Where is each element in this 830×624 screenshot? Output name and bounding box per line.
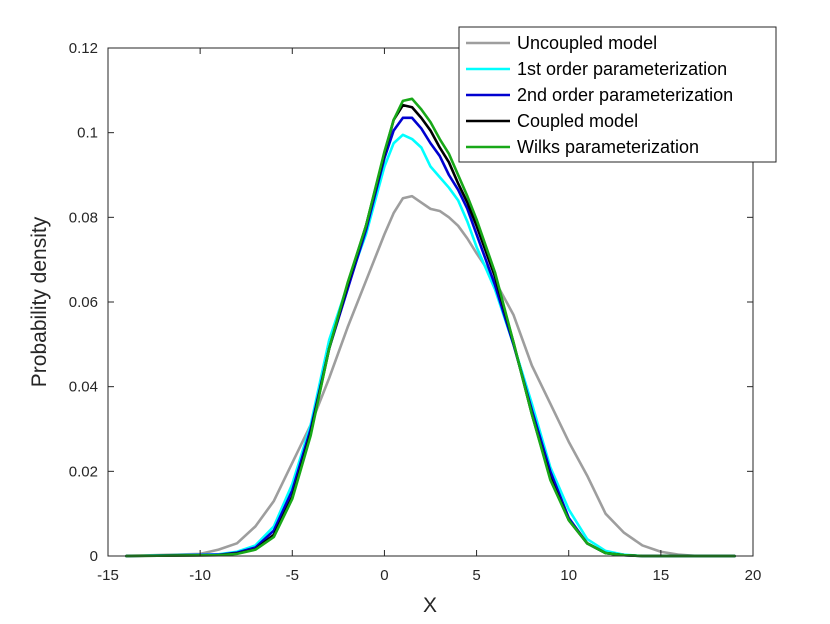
x-tick-label: 0: [380, 567, 388, 584]
x-tick-label: 5: [472, 567, 480, 584]
x-tick-label: -10: [189, 567, 211, 584]
x-axis-label: X: [423, 594, 437, 617]
series-line-2: [125, 133, 736, 558]
y-tick-label: 0.02: [69, 463, 98, 480]
y-tick-label: 0.08: [69, 209, 98, 226]
series-line-1: [125, 194, 736, 558]
legend: Uncoupled model 1st order parameterizatio…: [458, 26, 777, 163]
y-tick-label: 0: [90, 548, 98, 565]
y-tick-label: 0.04: [69, 379, 98, 396]
series-line-5: [125, 97, 736, 558]
y-tick-label: 0.06: [69, 294, 98, 311]
legend-box: [458, 26, 777, 163]
legend-label-4: Coupled model: [517, 111, 638, 131]
x-tick-label: -15: [97, 567, 119, 584]
x-ticks: -15 -10 -5 0 5 10 15 20: [97, 48, 761, 584]
legend-label-3: 2nd order parameterization: [517, 85, 733, 105]
legend-label-1: Uncoupled model: [517, 33, 657, 53]
x-tick-label: 20: [745, 567, 762, 584]
y-tick-label: 0.1: [77, 125, 98, 142]
x-tick-label: 10: [560, 567, 577, 584]
legend-label-5: Wilks parameterization: [517, 137, 699, 157]
y-tick-label: 0.12: [69, 40, 98, 57]
legend-label-2: 1st order parameterization: [517, 59, 727, 79]
y-axis-label: Probability density: [28, 216, 51, 387]
x-tick-label: -5: [286, 567, 299, 584]
y-ticks: 0 0.02 0.04 0.06 0.08 0.1 0.12: [69, 40, 753, 565]
series-layer: [125, 97, 736, 558]
x-tick-label: 15: [653, 567, 670, 584]
